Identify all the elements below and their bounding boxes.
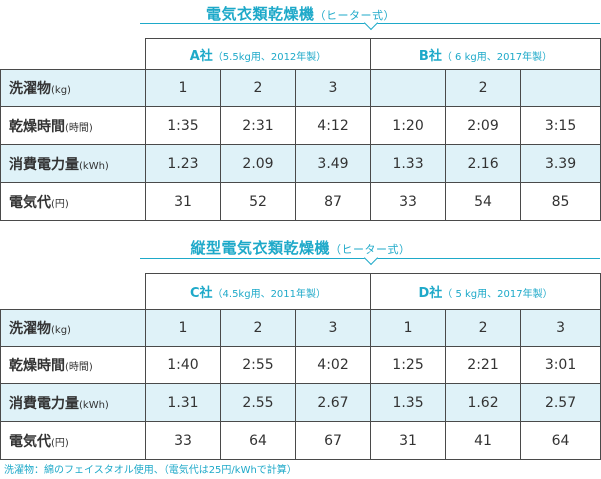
table-cell: 1:35 (145, 106, 221, 145)
table-cell: 2 (220, 309, 296, 347)
table-row: 消費電力量(kWh) 1.31 2.55 2.67 1.35 1.62 2.57 (0, 383, 601, 422)
table-cell: 1.33 (370, 144, 447, 183)
table2-title-text: 縦型電気衣類乾燥機 (190, 239, 330, 257)
table-cell: 3:15 (520, 106, 601, 145)
table-cell: 1:40 (145, 346, 221, 384)
table-cell: 3 (294, 69, 372, 107)
table-row: 乾燥時間(時間) 1:40 2:55 4:02 1:25 2:21 3:01 (0, 346, 601, 384)
table-cell: 3 (294, 309, 372, 347)
table-cell: 1.23 (145, 144, 221, 183)
table-cell: 3.49 (294, 144, 372, 183)
table-cell: 2.67 (294, 383, 372, 422)
table2-title-suffix: （ヒーター式） (330, 243, 411, 256)
row-label-cost: 電気代(円) (0, 182, 146, 221)
table-cell: 41 (445, 421, 522, 460)
row-label-power: 消費電力量(kWh) (0, 383, 146, 422)
table-row: 電気代(円) 33 64 67 31 41 64 (0, 421, 601, 460)
table1-title: 電気衣類乾燥機（ヒーター式） (0, 3, 601, 24)
table-cell: 2 (445, 309, 522, 347)
table2: C社（4.5kg用、2011年製） D社（ 5 kg用、2017年製） 洗濯物(… (0, 273, 601, 460)
table-cell: 85 (520, 182, 601, 221)
table-cell (520, 69, 601, 107)
table-cell: 2.55 (220, 383, 296, 422)
row-label-cost: 電気代(円) (0, 421, 146, 460)
table1-title-text: 電気衣類乾燥機 (205, 5, 315, 23)
table1-maker-b: B社（ 6 kg用、2017年製） (370, 38, 601, 70)
table-cell: 2:09 (445, 106, 522, 145)
table-cell: 31 (370, 421, 447, 460)
table-row: 消費電力量(kWh) 1.23 2.09 3.49 1.33 2.16 3.39 (0, 144, 601, 183)
table-cell: 87 (294, 182, 372, 221)
table-cell: 4:12 (294, 106, 372, 145)
table-cell: 3.39 (520, 144, 601, 183)
table1-corner (0, 38, 146, 70)
table-cell (370, 69, 447, 107)
table-cell: 1.62 (445, 383, 522, 422)
table1-title-suffix: （ヒーター式） (314, 9, 395, 22)
table2-maker-d: D社（ 5 kg用、2017年製） (370, 273, 601, 310)
table-cell: 1:20 (370, 106, 447, 145)
table-cell: 1 (145, 69, 221, 107)
table-cell: 2:21 (445, 346, 522, 384)
row-label-drying-time: 乾燥時間(時間) (0, 346, 146, 384)
table-cell: 2.16 (445, 144, 522, 183)
table-cell: 1.31 (145, 383, 221, 422)
row-label-power: 消費電力量(kWh) (0, 144, 146, 183)
row-label-laundry: 洗濯物(kg) (0, 309, 146, 347)
table2-maker-c: C社（4.5kg用、2011年製） (144, 273, 372, 310)
table-cell: 33 (145, 421, 221, 460)
table-cell: 1:25 (370, 346, 447, 384)
table-cell: 3:01 (520, 346, 601, 384)
table-cell: 2.09 (220, 144, 296, 183)
table-row: 電気代(円) 31 52 87 33 54 85 (0, 182, 601, 221)
table1: A社（5.5kg用、2012年製） B社（ 6 kg用、2017年製） 洗濯物(… (0, 38, 601, 221)
table-cell: 2:55 (220, 346, 296, 384)
table2-corner (0, 273, 146, 310)
table-row: 洗濯物(kg) 1 2 3 1 2 3 (0, 309, 601, 347)
table-cell: 1.35 (370, 383, 447, 422)
table-row: 洗濯物(kg) 1 2 3 2 (0, 69, 601, 107)
table-cell: 2 (445, 69, 522, 107)
row-label-laundry: 洗濯物(kg) (0, 69, 146, 107)
table2-title: 縦型電気衣類乾燥機（ヒーター式） (0, 237, 601, 258)
footnote: 洗濯物：綿のフェイスタオル使用、（電気代は25円/kWhで計算） (4, 465, 297, 476)
row-label-drying-time: 乾燥時間(時間) (0, 106, 146, 145)
table-cell: 64 (520, 421, 601, 460)
table-cell: 1 (145, 309, 221, 347)
table-cell: 1 (370, 309, 447, 347)
table-cell: 2:31 (220, 106, 296, 145)
table1-header-row: A社（5.5kg用、2012年製） B社（ 6 kg用、2017年製） (0, 38, 601, 70)
table-cell: 31 (145, 182, 221, 221)
table1-maker-a: A社（5.5kg用、2012年製） (144, 38, 372, 70)
table-cell: 3 (520, 309, 601, 347)
table-cell: 67 (294, 421, 372, 460)
table-cell: 33 (370, 182, 447, 221)
table-row: 乾燥時間(時間) 1:35 2:31 4:12 1:20 2:09 3:15 (0, 106, 601, 145)
table-cell: 54 (445, 182, 522, 221)
table2-header-row: C社（4.5kg用、2011年製） D社（ 5 kg用、2017年製） (0, 273, 601, 310)
table-cell: 52 (220, 182, 296, 221)
table-cell: 64 (220, 421, 296, 460)
table-cell: 4:02 (294, 346, 372, 384)
table-cell: 2 (220, 69, 296, 107)
table-cell: 2.57 (520, 383, 601, 422)
